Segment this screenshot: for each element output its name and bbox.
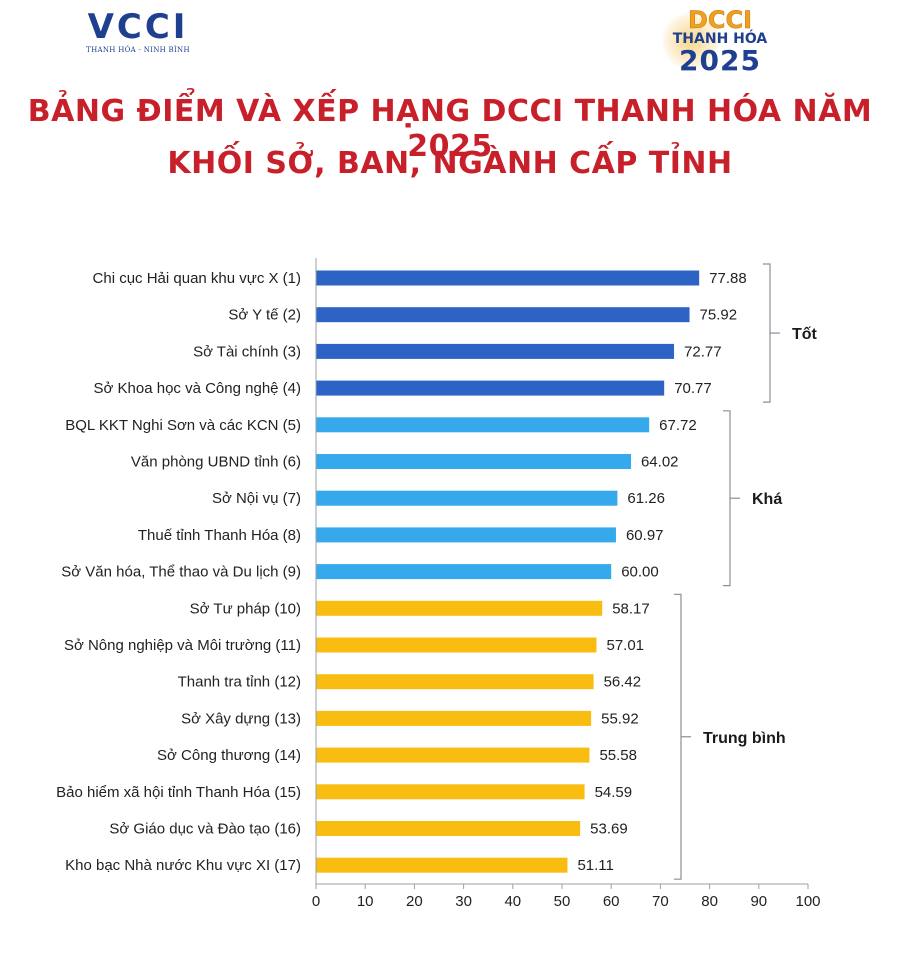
group-label: Trung bình [703, 730, 786, 747]
x-tick-label: 90 [750, 893, 767, 910]
dcci-logo-line2: THANH HÓA [672, 31, 768, 47]
x-tick-label: 30 [455, 893, 472, 910]
category-label: Văn phòng UBND tỉnh (6) [131, 454, 301, 471]
category-label: Sở Nội vụ (7) [212, 490, 301, 507]
category-label: Sở Giáo dục và Đào tạo (16) [109, 821, 301, 838]
x-tick-label: 10 [357, 893, 374, 910]
x-tick-label: 40 [504, 893, 521, 910]
vcci-logo-mark: VCCI [87, 7, 189, 47]
category-label: Thuế tỉnh Thanh Hóa (8) [138, 527, 301, 544]
bar [316, 637, 597, 653]
group-label: Khá [752, 491, 782, 508]
group-bracket [723, 410, 731, 587]
x-tick-label: 70 [652, 893, 669, 910]
bar [316, 380, 665, 396]
value-label: 77.88 [709, 270, 747, 287]
value-label: 67.72 [659, 417, 697, 434]
bar [316, 454, 631, 469]
category-label: Chi cục Hải quan khu vực X (1) [93, 270, 301, 287]
value-label: 64.02 [641, 454, 679, 471]
category-label: Sở Xây dựng (13) [181, 710, 301, 727]
chart-title-line2: KHỐI SỞ, BAN, NGÀNH CẤP TỈNH [167, 146, 733, 181]
value-label: 51.11 [577, 857, 613, 874]
value-label: 70.77 [674, 380, 712, 397]
bar [316, 674, 594, 690]
value-label: 60.97 [626, 527, 664, 544]
category-label: Sở Tài chính (3) [193, 343, 301, 360]
category-label: Sở Công thương (14) [157, 747, 301, 764]
bar [316, 857, 568, 873]
category-label: Sở Khoa học và Công nghệ (4) [94, 380, 301, 397]
category-label: Bảo hiểm xã hội tỉnh Thanh Hóa (15) [56, 784, 301, 801]
value-label: 57.01 [606, 637, 644, 654]
category-label: BQL KKT Nghi Sơn và các KCN (5) [65, 417, 301, 434]
chart-title-line1: BẢNG ĐIỂM VÀ XẾP HẠNG DCCI THANH HÓA NĂM… [27, 94, 873, 164]
value-label: 58.17 [612, 600, 650, 617]
category-label: Sở Y tế (2) [228, 307, 301, 324]
category-label: Sở Nông nghiệp và Môi trường (11) [64, 637, 301, 654]
vcci-logo: VCCI THANH HÓA - NINH BÌNH [78, 10, 198, 60]
dcci-logo: DCCI THANH HÓA 2025 [660, 4, 780, 77]
category-label: Thanh tra tỉnh (12) [178, 674, 301, 691]
value-label: 56.42 [604, 674, 642, 691]
value-label: 61.26 [627, 490, 665, 507]
category-label: Kho bạc Nhà nước Khu vực XI (17) [65, 857, 301, 874]
x-tick-label: 100 [795, 893, 820, 910]
bar [316, 747, 590, 763]
bar [316, 564, 612, 580]
value-label: 54.59 [595, 784, 633, 801]
x-tick-label: 80 [701, 893, 718, 910]
group-label: Tốt [792, 326, 818, 343]
dcci-logo-line1: DCCI [687, 6, 753, 34]
group-bracket [763, 263, 771, 403]
bar [316, 270, 700, 286]
dcci-logo-line3: 2025 [679, 44, 761, 77]
category-label: Sở Văn hóa, Thể thao và Du lịch (9) [61, 564, 301, 581]
x-tick-label: 60 [603, 893, 620, 910]
category-label: Sở Tư pháp (10) [190, 600, 301, 617]
vcci-logo-subtitle: THANH HÓA - NINH BÌNH [86, 46, 190, 54]
bar [316, 343, 675, 359]
bar [316, 710, 592, 726]
x-tick-label: 20 [406, 893, 423, 910]
value-label: 55.58 [599, 747, 637, 764]
bar [316, 490, 618, 506]
dcci-sun-emblem [662, 12, 720, 70]
bar [316, 600, 603, 616]
value-label: 60.00 [621, 564, 659, 581]
value-label: 53.69 [590, 821, 628, 838]
value-label: 72.77 [684, 343, 722, 360]
group-bracket [674, 593, 682, 880]
x-tick-label: 50 [554, 893, 571, 910]
bar [316, 307, 690, 323]
bar [316, 527, 616, 543]
x-tick-label: 0 [312, 893, 320, 910]
value-label: 55.92 [601, 710, 639, 727]
bar [316, 821, 581, 836]
bar [316, 784, 585, 800]
value-label: 75.92 [700, 307, 738, 324]
bar [316, 417, 650, 433]
